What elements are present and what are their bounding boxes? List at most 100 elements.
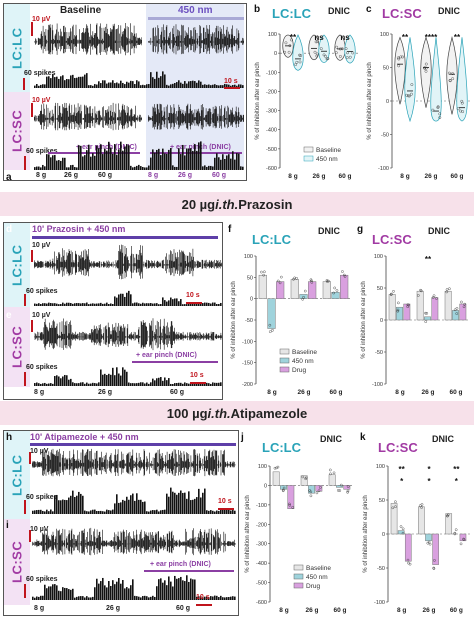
histogram-bin [48,383,50,386]
pinch-label-a1: + ear pinch (DNIC) [76,144,137,151]
data-point [407,561,410,565]
y-tick-label: -200 [242,382,253,388]
data-point [401,55,405,59]
histogram-bin [96,383,98,386]
trace-title-prazosin: 10' Prazosin + 450 nm [32,224,126,234]
data-point [315,39,319,43]
histogram-bin [182,492,184,514]
scale-time-a1: 10 s [224,78,238,85]
histogram-bin [152,149,154,170]
data-point [420,503,424,506]
histogram-bin [106,509,108,514]
histogram-bin [200,81,202,88]
histogram-bin [132,167,134,170]
data-point [315,491,319,495]
histogram-bin [232,509,234,514]
panel-label-f: f [228,224,232,235]
banner-dose: 20 µg [181,196,216,212]
histogram-bin [232,151,234,170]
data-point [310,281,314,284]
histogram-bin [80,382,82,386]
data-point [454,528,458,532]
histogram-bin [112,80,114,88]
weight-label: 26 g [98,389,113,396]
histogram-bin [190,148,192,170]
histogram-bin [204,84,206,88]
data-point [310,279,313,283]
data-point [460,101,464,105]
bar [258,274,267,299]
bar [416,290,424,321]
histogram-bin [196,596,198,600]
histogram-bin [72,74,74,88]
panel-label-j: j [241,432,244,443]
scale-bar-s-a1 [23,78,25,90]
histogram-bin [94,509,96,514]
data-point [288,44,292,48]
spikes-label-d: 60 spikes [26,288,58,295]
histogram-bin [154,303,156,306]
pinch-bar-e [132,361,218,363]
bar [331,292,340,299]
histogram-bin [64,374,66,386]
trace-sc-light [148,103,244,130]
scale-bar-v-a2 [31,103,33,117]
dnic-label-j: DNIC [320,434,342,444]
y-axis-label: % of inhibition after ear pinch [361,281,367,358]
histogram-bin [114,503,116,514]
light-bar [148,17,244,20]
histogram-bin [110,82,112,88]
panel-d-frame [3,222,223,400]
data-point [424,62,428,66]
histogram-bin [182,304,184,306]
legend-swatch [303,146,314,153]
histogram-bin [124,146,126,170]
histogram-bin [86,150,88,170]
data-point [313,50,317,54]
histogram-bin [96,84,98,88]
histogram-bin [114,375,116,386]
histogram-bin [224,597,226,600]
histogram-bin [216,85,218,88]
histogram-bin [36,303,38,306]
histogram-bin [46,154,48,170]
histogram-bin [216,153,218,170]
dnic-label-k: DNIC [432,434,454,444]
histogram-bin [138,499,140,514]
histogram-bin [154,78,156,88]
histogram-bin [174,298,176,306]
histogram-bin [212,166,214,170]
scale-uv-i: 10 µV [30,526,49,533]
data-point [275,466,278,470]
data-point [391,506,395,510]
histogram-bin [116,367,118,386]
y-tick-label: 0 [386,99,389,105]
histogram-bin [106,150,108,170]
data-point [340,47,344,51]
histogram-bin [180,82,182,88]
legend-label: 450 nm [316,156,338,163]
histogram-bin [238,153,240,170]
histogram-bin [78,491,80,514]
chart-title-g: LC:SC [372,232,412,247]
histogram-bin [78,76,80,88]
histogram-bin [76,303,78,306]
histogram-bin [120,80,122,88]
weight-label: 60 g [212,172,227,179]
histogram-bin [114,144,116,170]
histogram-bin [152,303,154,306]
data-point [291,506,294,509]
histogram-bin [44,382,46,386]
histogram-bin [206,166,208,170]
histogram-bin [174,492,176,514]
weight-label: 8 g [34,605,45,612]
histogram-bin [122,82,124,88]
histogram-bin [142,302,144,306]
histogram-bin [82,596,84,600]
scale-bar-s-h [24,500,26,514]
y-tick-label: -200 [266,89,277,95]
category-label: 8 g [288,173,297,180]
histogram-bin [90,597,92,600]
histogram-bin [148,597,150,600]
histogram-bin [224,83,226,88]
